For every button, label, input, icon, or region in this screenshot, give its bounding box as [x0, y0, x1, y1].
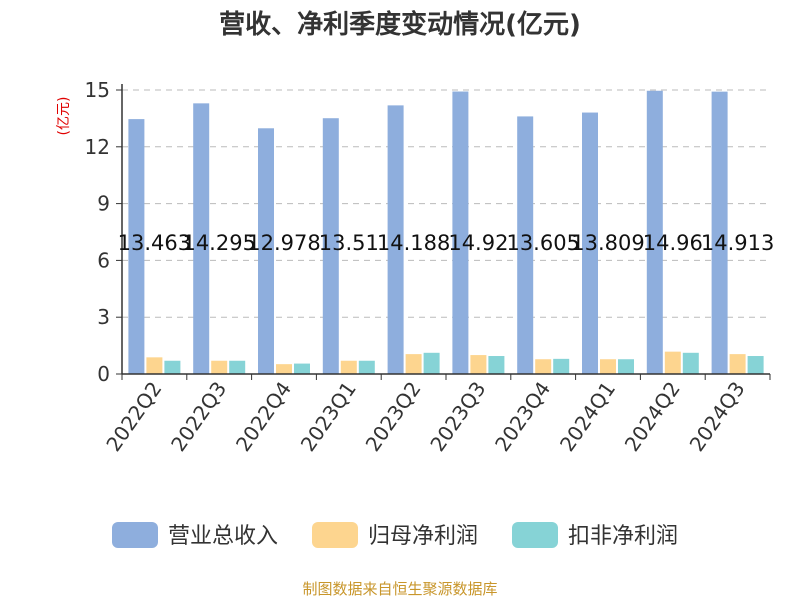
- axes: [121, 84, 770, 375]
- x-tick-label: 2022Q4: [231, 377, 296, 456]
- bar-2-2022Q3: [211, 360, 228, 374]
- bar-3-2023Q1: [358, 360, 375, 374]
- bar-2-2023Q3: [470, 355, 487, 374]
- x-tick-label: 2023Q4: [490, 377, 555, 456]
- legend-item-1[interactable]: 营业总收入: [112, 522, 278, 549]
- source-note: 制图数据来自恒生聚源数据库: [302, 580, 497, 598]
- bar-2-2024Q2: [664, 351, 681, 374]
- bar-1-2023Q3: [452, 91, 469, 375]
- x-tick-label: 2022Q2: [101, 377, 166, 456]
- data-label: 14.295: [182, 231, 255, 255]
- bar-1-2022Q4: [258, 128, 274, 374]
- bar-1-2024Q2: [646, 90, 663, 375]
- bar-3-2022Q3: [229, 360, 246, 374]
- bar-3-2022Q2: [164, 360, 181, 374]
- bar-2-2023Q1: [340, 360, 357, 374]
- bar-2-2023Q2: [405, 354, 422, 374]
- y-tick-label: 3: [97, 305, 110, 329]
- bar-1-2023Q1: [322, 118, 339, 374]
- bar-2-2022Q2: [146, 357, 163, 374]
- bar-1-2024Q3: [711, 91, 728, 374]
- legend-label: 营业总收入: [168, 524, 278, 549]
- x-tick-label: 2024Q1: [555, 377, 620, 456]
- bar-3-2024Q1: [618, 359, 634, 374]
- bar-3-2024Q2: [682, 352, 699, 374]
- y-axis-ticks: 0 3 6 9 12 15: [85, 78, 122, 386]
- y-tick-label: 15: [85, 78, 110, 102]
- x-tick-label: 2024Q2: [620, 377, 685, 456]
- x-tick-label: 2023Q3: [425, 377, 490, 456]
- bar-3-2023Q3: [488, 356, 505, 374]
- bar-3-2024Q3: [747, 356, 764, 374]
- data-label: 13.51: [319, 231, 379, 255]
- data-label: 14.188: [377, 231, 450, 255]
- bar-1-2023Q4: [517, 116, 534, 375]
- legend-swatch: [312, 522, 358, 548]
- data-label: 14.913: [701, 231, 774, 255]
- legend-swatch: [512, 522, 558, 548]
- data-label: 12.978: [247, 231, 320, 255]
- data-label: 13.463: [118, 231, 191, 255]
- chart-title: 营收、净利季度变动情况(亿元): [219, 9, 581, 40]
- data-label: 14.92: [448, 231, 508, 255]
- y-tick-label: 9: [97, 192, 110, 216]
- bar-1-2022Q3: [193, 103, 210, 375]
- bar-2-2024Q1: [600, 359, 616, 374]
- bar-1-2024Q1: [582, 112, 598, 375]
- data-label: 13.809: [571, 231, 644, 255]
- data-label: 13.605: [506, 231, 579, 255]
- x-tick-label: 2024Q3: [685, 377, 750, 456]
- legend-label: 扣非净利润: [568, 524, 678, 549]
- y-axis-unit-label: (亿元): [56, 97, 72, 136]
- data-labels: 13.46314.29512.97813.5114.18814.9213.605…: [118, 231, 775, 255]
- x-tick-label: 2022Q3: [166, 377, 231, 456]
- bar-2-2024Q3: [729, 354, 746, 374]
- legend[interactable]: 营业总收入 归母净利润 扣非净利润: [112, 522, 678, 549]
- x-axis-ticks: 2022Q2 2022Q3 2022Q4 2023Q1 2023Q2 2023Q3 2023…: [101, 374, 771, 456]
- legend-item-3[interactable]: 扣非净利润: [512, 522, 678, 549]
- bar-2-2023Q4: [535, 359, 552, 374]
- x-tick-label: 2023Q2: [361, 377, 426, 456]
- bar-3-2023Q4: [553, 358, 570, 374]
- bar-1-2023Q2: [387, 105, 404, 374]
- y-tick-label: 0: [97, 362, 110, 386]
- bar-3-2023Q2: [423, 352, 440, 374]
- x-tick-label: 2023Q1: [296, 377, 361, 456]
- data-label: 14.96: [643, 231, 703, 255]
- legend-swatch: [112, 522, 158, 548]
- y-tick-label: 12: [85, 135, 110, 159]
- y-tick-label: 6: [97, 248, 110, 272]
- bars: [128, 90, 764, 375]
- bar-3-2022Q4: [294, 363, 310, 374]
- bar-1-2022Q2: [128, 119, 145, 375]
- legend-item-2[interactable]: 归母净利润: [312, 522, 478, 549]
- legend-label: 归母净利润: [368, 524, 478, 549]
- gridlines: [122, 89, 770, 318]
- bar-2-2022Q4: [276, 364, 292, 374]
